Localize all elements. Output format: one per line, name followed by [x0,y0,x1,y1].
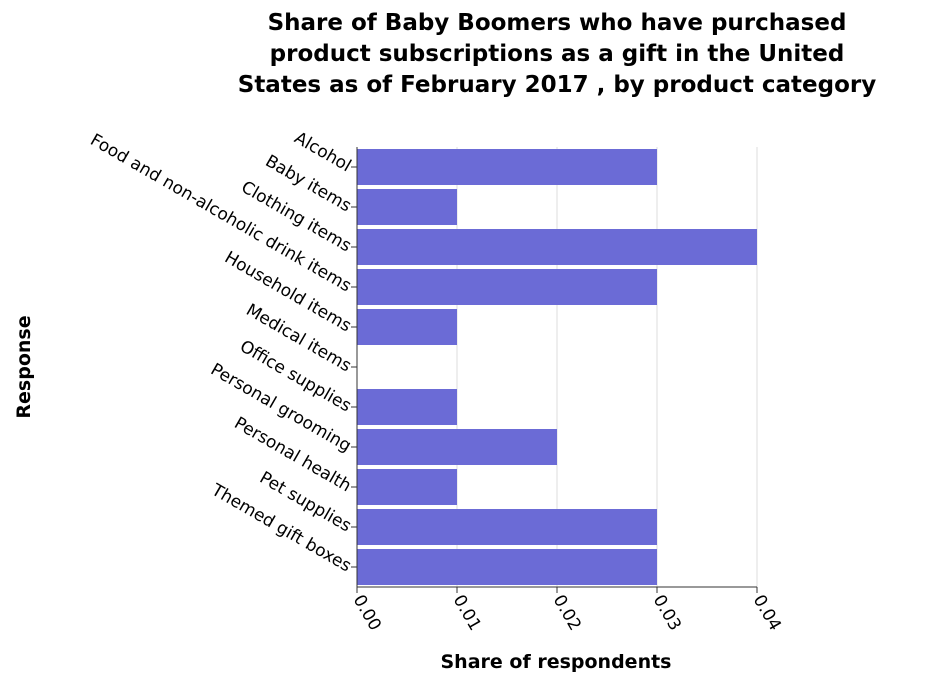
bar-pet-supplies [357,509,657,545]
axes [351,147,758,593]
bar-alcohol [357,149,657,185]
x-tick-label: 0.01 [449,592,485,635]
bar-clothing-items [357,229,757,265]
x-tick-label: 0.00 [349,592,385,635]
x-tick-label: 0.03 [649,592,685,635]
chart-title: Share of Baby Boomers who have purchased… [238,10,877,98]
x-tick-label: 0.04 [749,592,785,635]
bar-personal-grooming [357,429,557,465]
x-axis-title: Share of respondents [441,651,672,673]
chart-title-line: States as of February 2017 , by product … [238,72,877,98]
chart-title-line: Share of Baby Boomers who have purchased [268,10,847,36]
bar-themed-gift-boxes [357,549,657,585]
bar-food-and-non-alcoholic-drink-items [357,269,657,305]
y-axis-title: Response [13,315,35,418]
chart-title-line: product subscriptions as a gift in the U… [270,41,845,67]
x-tick-labels: 0.00 0.01 0.02 0.03 0.04 [349,592,785,635]
bar-personal-health [357,469,457,505]
bar-office-supplies [357,389,457,425]
bar-baby-items [357,189,457,225]
bars [357,149,757,585]
bar-household-items [357,309,457,345]
x-tick-label: 0.02 [549,592,585,635]
